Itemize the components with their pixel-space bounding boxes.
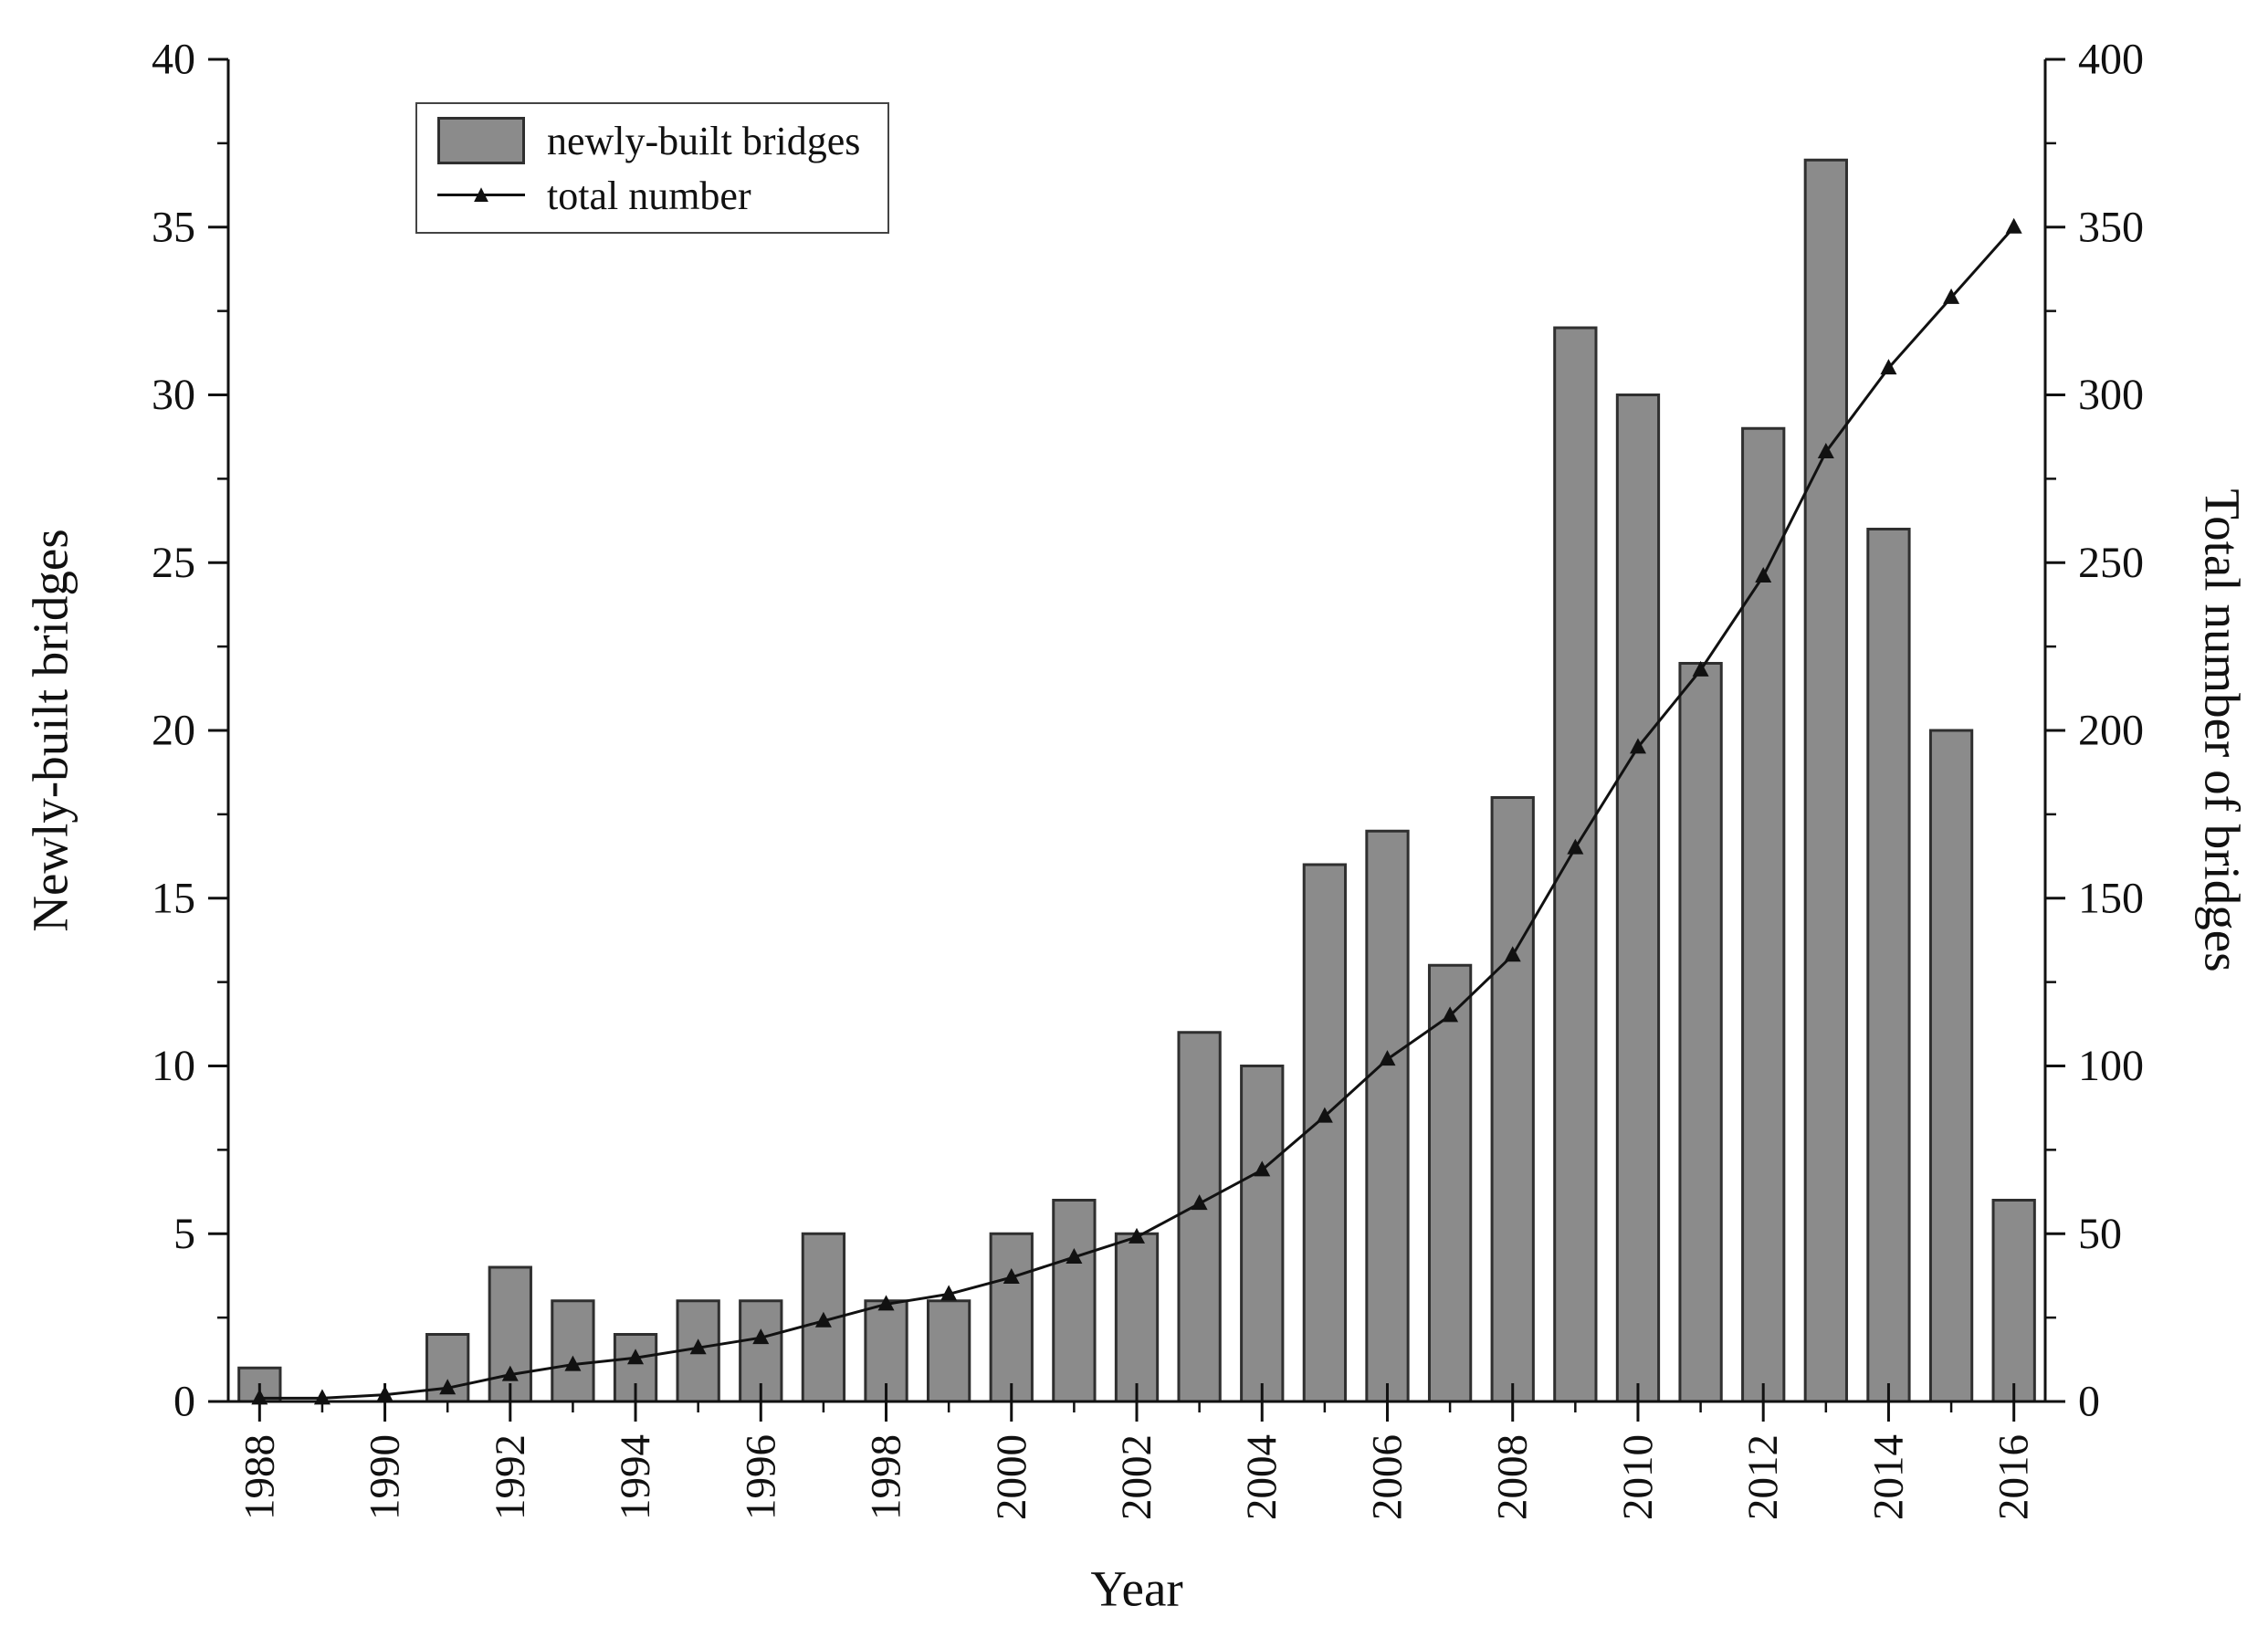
x-tick-label: 2000 xyxy=(988,1434,1035,1520)
triangle-marker-icon xyxy=(689,1338,707,1355)
triangle-marker-icon xyxy=(1254,1160,1271,1177)
bar xyxy=(1991,1199,2036,1403)
left-tick-label: 0 xyxy=(173,1378,195,1426)
x-tick-label: 2014 xyxy=(1864,1434,1912,1520)
legend-label-bars: newly-built bridges xyxy=(547,118,861,163)
right-tick-label: 0 xyxy=(2078,1378,2100,1426)
triangle-marker-icon xyxy=(1129,1227,1145,1244)
bar xyxy=(1302,863,1348,1403)
triangle-marker-icon xyxy=(1379,1050,1396,1066)
right-tick-label: 150 xyxy=(2078,874,2144,922)
bar xyxy=(1365,829,1410,1403)
bar xyxy=(1803,158,1848,1403)
triangle-marker-icon xyxy=(501,1365,519,1381)
right-tick-label: 350 xyxy=(2078,203,2144,251)
left-tick-label: 25 xyxy=(152,539,195,587)
x-tick-label: 1994 xyxy=(612,1434,659,1520)
right-tick-label: 50 xyxy=(2078,1210,2122,1258)
bar xyxy=(926,1299,971,1403)
bar xyxy=(1928,729,1974,1403)
triangle-marker-icon xyxy=(1066,1247,1083,1264)
bar xyxy=(1553,326,1598,1403)
triangle-marker-icon xyxy=(1003,1268,1020,1285)
triangle-marker-icon xyxy=(2005,217,2022,234)
legend: newly-built bridges ▲ total number xyxy=(415,102,890,234)
x-tick-label: 1990 xyxy=(362,1434,409,1520)
left-tick-label: 30 xyxy=(152,371,195,419)
bar-swatch xyxy=(437,117,525,164)
bar xyxy=(989,1232,1034,1403)
triangle-marker-icon xyxy=(376,1385,394,1401)
triangle-marker-icon xyxy=(1880,359,1897,375)
x-tick-label: 2006 xyxy=(1363,1434,1411,1520)
triangle-marker-icon xyxy=(1191,1194,1208,1211)
left-tick-label: 20 xyxy=(152,707,195,755)
triangle-marker-icon xyxy=(1567,838,1584,855)
triangle-marker-icon xyxy=(940,1285,958,1301)
triangle-marker-icon xyxy=(814,1311,832,1328)
triangle-marker-icon xyxy=(1755,566,1772,583)
y-axis-title-left: Newly-built bridges xyxy=(22,529,79,932)
right-tick-label: 250 xyxy=(2078,539,2144,587)
triangle-marker-icon xyxy=(1442,1006,1459,1023)
left-tick-label: 15 xyxy=(152,874,195,922)
triangle-marker-icon xyxy=(752,1328,770,1345)
x-tick-label: 2012 xyxy=(1739,1434,1787,1520)
left-tick-label: 35 xyxy=(152,203,195,251)
x-tick-label: 2010 xyxy=(1614,1434,1662,1520)
bar xyxy=(1177,1031,1222,1403)
bar xyxy=(1114,1232,1160,1403)
x-axis-title: Year xyxy=(1090,1560,1183,1617)
legend-entry-line: ▲ total number xyxy=(437,172,860,219)
triangle-marker-icon xyxy=(877,1295,895,1311)
x-tick-label: 2002 xyxy=(1113,1434,1160,1520)
right-tick-label: 200 xyxy=(2078,707,2144,755)
left-tick-label: 5 xyxy=(173,1210,195,1258)
x-tick-label: 2016 xyxy=(1990,1434,2038,1520)
bar xyxy=(1052,1199,1097,1403)
line-swatch: ▲ xyxy=(437,172,525,219)
left-tick-label: 40 xyxy=(152,36,195,84)
left-tick-label: 10 xyxy=(152,1042,195,1090)
legend-label-line: total number xyxy=(547,173,751,218)
triangle-marker-icon xyxy=(313,1389,331,1405)
bar xyxy=(1615,394,1661,1403)
right-tick-label: 300 xyxy=(2078,371,2144,419)
x-tick-label: 1988 xyxy=(236,1434,283,1520)
legend-entry-bars: newly-built bridges xyxy=(437,117,860,164)
bar xyxy=(1427,963,1473,1403)
triangle-marker-icon xyxy=(1692,660,1709,677)
bar xyxy=(1741,426,1786,1403)
bar xyxy=(1490,796,1535,1403)
right-tick-label: 400 xyxy=(2078,36,2144,84)
line-stroke xyxy=(437,194,525,196)
x-tick-label: 2004 xyxy=(1238,1434,1286,1520)
triangle-marker-icon xyxy=(439,1379,457,1395)
x-tick-label: 1996 xyxy=(737,1434,784,1520)
triangle-marker-icon xyxy=(1504,946,1521,962)
bar xyxy=(1240,1065,1285,1403)
bar xyxy=(1866,528,1911,1403)
bar xyxy=(551,1299,595,1403)
triangle-marker-icon xyxy=(1817,442,1834,458)
triangle-marker-icon xyxy=(251,1389,268,1405)
y-axis-title-right: Total number of bridges xyxy=(2194,488,2251,972)
x-tick-label: 2008 xyxy=(1489,1434,1537,1520)
triangle-marker-icon xyxy=(1943,288,1960,304)
triangle-marker-icon xyxy=(627,1349,645,1365)
triangle-marker-icon xyxy=(564,1355,582,1371)
triangle-marker-icon xyxy=(1316,1107,1333,1123)
x-tick-label: 1998 xyxy=(863,1434,910,1520)
bar xyxy=(488,1265,532,1403)
triangle-marker-icon xyxy=(1629,738,1646,754)
right-tick-label: 100 xyxy=(2078,1042,2144,1090)
bar xyxy=(1678,662,1723,1403)
triangle-marker-icon: ▲ xyxy=(468,180,494,208)
x-tick-label: 1992 xyxy=(487,1434,534,1520)
